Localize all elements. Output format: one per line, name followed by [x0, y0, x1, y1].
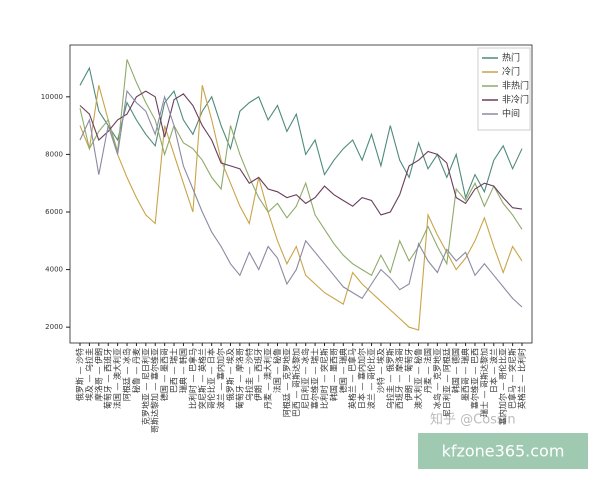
x-tick-label: 尼日利亚 — 阿根廷 [441, 348, 451, 417]
x-tick-label: 冰岛 — 克罗地亚 [432, 348, 442, 409]
watermark: 知乎 @Cossin [430, 412, 516, 428]
plot-frame [69, 44, 533, 344]
x-tick-label: 英格兰 — 巴拿马 [347, 348, 357, 409]
x-tick-label: 塞尔维亚 — 巴西 [469, 348, 479, 409]
x-tick-label: 秘鲁 — 丹麦 [131, 348, 141, 393]
x-tick-label: 葡萄牙 — 摩洛哥 [234, 348, 244, 409]
legend-label: 热门 [502, 52, 520, 64]
legend-label: 冷门 [502, 66, 520, 78]
x-tick-label: 沙特 — 埃及 [375, 348, 385, 393]
y-tick-label: 2000 [45, 323, 63, 331]
x-tick-label: 伊朗 — 西班牙 [253, 348, 263, 401]
x-tick-label: 德国 — 瑞典 [338, 348, 348, 393]
y-tick-label: 4000 [45, 266, 63, 274]
x-tick-label: 塞尔维亚 — 瑞士 [310, 348, 320, 409]
x-tick-label: 塞内加尔 — 哥伦比亚 [498, 348, 508, 425]
site-badge-text: kfzone365.com [442, 442, 565, 461]
y-tick-label: 6000 [45, 208, 63, 216]
x-tick-label: 丹麦 — 澳大利亚 [263, 348, 273, 409]
x-tick-label: 比利时 — 突尼斯 [319, 348, 329, 409]
x-tick-label: 俄罗斯 — 埃及 [225, 348, 235, 401]
x-tick-label: 哥斯达黎加 — 塞尔维亚 [150, 348, 160, 433]
x-tick-label: 乌拉圭 — 沙特 [244, 348, 254, 401]
series-line [79, 90, 523, 216]
legend-box [477, 47, 531, 131]
x-tick-label: 日本 — 波兰 [488, 348, 498, 393]
x-tick-label: 突尼斯 — 英格兰 [197, 348, 207, 409]
x-tick-label: 巴西 — 瑞士 [169, 348, 179, 393]
x-tick-label: 克罗地亚 — 尼日利亚 [140, 348, 150, 425]
x-tick-label: 瑞士 — 哥斯达黎加 [479, 348, 489, 417]
x-tick-label: 瑞典 — 韩国 [178, 348, 188, 393]
legend-label: 非冷门 [502, 94, 529, 106]
x-tick-label: 法国 — 秘鲁 [272, 348, 282, 393]
x-tick-label: 阿根廷 — 冰岛 [122, 348, 132, 401]
y-tick-label: 8000 [45, 150, 63, 158]
y-tick-label: 10000 [41, 93, 63, 101]
x-tick-label: 法国 — 澳大利亚 [112, 348, 122, 409]
x-tick-label: 英格兰 — 比利时 [517, 348, 527, 409]
x-tick-label: 巴西 — 哥斯达黎加 [291, 348, 301, 417]
x-tick-label: 丹麦 — 法国 [422, 348, 432, 393]
x-tick-label: 波兰 — 哥伦比亚 [366, 348, 376, 409]
series-line [79, 66, 523, 200]
x-tick-label: 比利时 — 巴拿马 [187, 348, 197, 409]
x-tick-label: 韩国 — 墨西哥 [328, 348, 338, 401]
x-tick-label: 澳大利亚 — 秘鲁 [413, 348, 423, 409]
x-tick-label: 巴拿马 — 突尼斯 [507, 348, 517, 409]
x-tick-label: 乌拉圭 — 俄罗斯 [385, 348, 395, 409]
site-badge [418, 433, 588, 469]
x-tick-label: 摩洛哥 — 伊朗 [93, 348, 103, 401]
x-tick-label: 韩国 — 德国 [451, 348, 461, 393]
x-tick-label: 哥伦比亚 — 日本 [206, 348, 216, 409]
x-tick-label: 埃及 — 乌拉圭 [84, 348, 94, 401]
x-tick-label: 阿根廷 — 克罗地亚 [281, 348, 291, 417]
x-tick-label: 日本 — 塞内加尔 [357, 348, 367, 409]
x-tick-label: 尼日利亚 — 冰岛 [300, 348, 310, 409]
x-tick-label: 葡萄牙 — 西班牙 [103, 348, 113, 409]
legend-label: 非热门 [502, 80, 529, 92]
x-tick-label: 波兰 — 塞内加尔 [216, 348, 226, 409]
series-line [79, 89, 523, 308]
series-line [79, 85, 523, 331]
x-tick-label: 俄罗斯 — 沙特 [75, 348, 85, 401]
x-tick-label: 墨西哥 — 瑞典 [460, 348, 470, 401]
x-tick-label: 西班牙 — 摩洛哥 [394, 348, 404, 409]
legend-label: 中间 [502, 108, 520, 120]
x-tick-label: 德国 — 墨西哥 [159, 348, 169, 401]
x-tick-label: 伊朗 — 葡萄牙 [404, 348, 414, 401]
